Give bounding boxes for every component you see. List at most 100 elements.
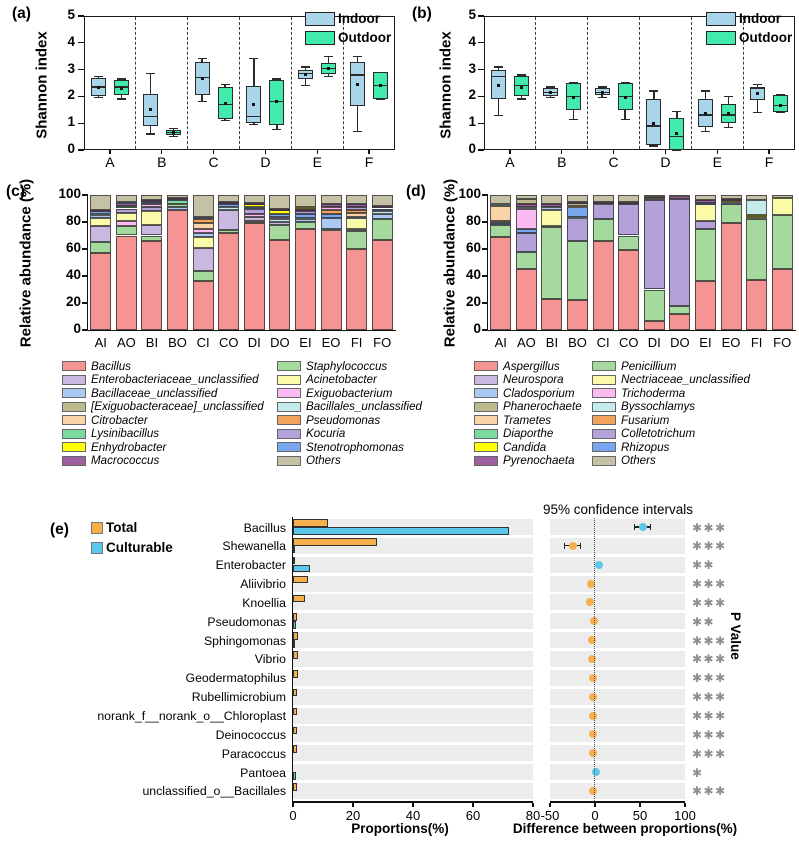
- bar-segment-Acinetobacter: [90, 217, 112, 227]
- significance-stars: ✱✱✱: [692, 520, 727, 535]
- row-stripe-right: [550, 726, 685, 743]
- bar-segment-Bacillaceae_unclassified: [192, 232, 214, 237]
- row-label: Vibrio: [254, 652, 286, 667]
- bar-segment-Pyrenochaeta: [720, 199, 742, 202]
- confidence-intervals-title: 95% confidence intervals: [542, 502, 694, 517]
- whisker-cap-top: [93, 75, 103, 77]
- whisker-cap-bottom: [249, 123, 259, 126]
- legend-swatch: [277, 415, 301, 425]
- bar-segment-Others: [643, 195, 665, 197]
- legend-swatch: [277, 401, 301, 412]
- total-proportion-bar: [293, 632, 298, 640]
- y-tick-label: 100: [458, 186, 481, 201]
- bar-segment-Nectriaceae_unclassified: [771, 197, 793, 216]
- bar-segment-Exiguobacterium: [243, 213, 265, 217]
- bar-segment-Bacillaceae_unclassified: [320, 217, 342, 229]
- x-category-label: FO: [773, 335, 792, 350]
- legend-swatch: [592, 415, 616, 425]
- ci-dot: [589, 673, 598, 682]
- bar-segment-Bacillales_unclassified: [371, 211, 393, 214]
- whisker-cap-top: [597, 86, 607, 88]
- row-stripe-left: [293, 594, 533, 611]
- mean-marker: [327, 66, 331, 70]
- whisker-cap-top: [545, 86, 555, 88]
- ci-dot: [586, 598, 595, 607]
- whisker-cap-top: [493, 66, 503, 68]
- row-stripe-right: [550, 556, 685, 573]
- y-tick-mark: [81, 248, 87, 250]
- bar-segment-Others: [515, 195, 537, 200]
- bar-segment-Pseudomonas: [192, 219, 214, 224]
- left-x-tick-label: 20: [345, 808, 361, 824]
- bar-segment-Penicillium: [643, 289, 665, 321]
- mean-marker: [779, 104, 783, 108]
- legend-label: Penicillium: [621, 359, 677, 373]
- legend-swatch: [592, 388, 616, 398]
- x-category-label: D: [260, 154, 271, 170]
- legend-label: Bacillus: [91, 359, 131, 373]
- legend-label: Diaporthe: [503, 427, 554, 440]
- significance-stars: ✱✱✱: [692, 671, 727, 686]
- bar-segment-Bacillus: [90, 253, 112, 330]
- significance-stars: ✱✱✱: [692, 577, 727, 592]
- bar-segment-Bacillus: [243, 223, 265, 330]
- total-proportion-bar: [293, 613, 297, 622]
- row-stripe-left: [293, 650, 533, 667]
- bar-segment-Stenotrophomonas: [192, 216, 214, 220]
- legend-label: Exiguobacterium: [306, 386, 393, 400]
- group-separator-dashed-line: [638, 17, 640, 149]
- legend-swatch: [62, 428, 86, 439]
- whisker-cap-top: [516, 74, 526, 76]
- mean-marker: [675, 132, 679, 136]
- row-stripe-right: [550, 688, 685, 705]
- bar-segment-Others: [320, 195, 342, 205]
- bar-segment-Others: [746, 195, 768, 201]
- right-x-axis-line: [550, 801, 685, 803]
- x-category-label: C: [608, 154, 619, 170]
- y-tick-mark: [81, 275, 87, 277]
- whisker-cap-bottom: [376, 98, 386, 100]
- row-stripe-left: [293, 669, 533, 686]
- legend-swatch-outdoor: [706, 31, 736, 45]
- row-label: Shewanella: [222, 539, 286, 554]
- row-stripe-left: [293, 556, 533, 573]
- y-tick-label: 40: [465, 267, 481, 282]
- whisker-cap-bottom: [649, 145, 659, 147]
- bar-segment-Citrobacter: [346, 212, 368, 217]
- bar-segment-Colletotrichum: [643, 200, 665, 290]
- y-tick-label: 20: [465, 294, 481, 309]
- legend-swatch: [474, 455, 498, 466]
- y-tick-label: 4: [468, 33, 476, 49]
- x-tick-mark: [316, 150, 318, 154]
- bar-segment-Enterobacteriaceae_unclassified: [243, 216, 265, 221]
- bar-segment-Pyrenochaeta: [567, 201, 589, 204]
- ci-dot: [638, 523, 647, 531]
- legend-swatch: [592, 428, 616, 439]
- whisker-cap-top: [168, 127, 178, 130]
- bar-segment-Kocuria: [115, 208, 137, 213]
- x-tick-mark: [768, 150, 770, 154]
- bar-segment-Bacillus: [141, 240, 163, 330]
- x-category-label: DI: [247, 335, 261, 350]
- whisker-cap-top: [672, 110, 682, 112]
- bar-segment-Exiguobacterium: [192, 228, 214, 233]
- bar-segment-Macrococcus: [346, 204, 368, 208]
- y-tick-mark: [78, 15, 84, 17]
- y-axis-line: [486, 194, 488, 331]
- bar-segment-Macrococcus: [141, 200, 163, 203]
- y-tick-mark: [478, 42, 484, 44]
- group-separator-dashed-line: [535, 17, 537, 149]
- bar-segment-Others: [720, 195, 742, 200]
- bar-segment-Aspergillus: [541, 298, 563, 330]
- bar-segment-Others: [192, 195, 214, 217]
- right-x-tick-mark: [549, 802, 551, 808]
- left-x-tick-label: 0: [289, 808, 297, 824]
- bar-segment-Bacillus: [218, 232, 240, 330]
- y-tick-label: 0: [67, 141, 75, 156]
- bar-segment-Others: [115, 195, 137, 202]
- left-x-tick-mark: [532, 802, 534, 808]
- bar-segment-Enhydrobacter: [294, 207, 316, 210]
- ci-dot: [588, 654, 597, 663]
- bar-segment-Others: [592, 195, 614, 202]
- median-line: [246, 115, 262, 118]
